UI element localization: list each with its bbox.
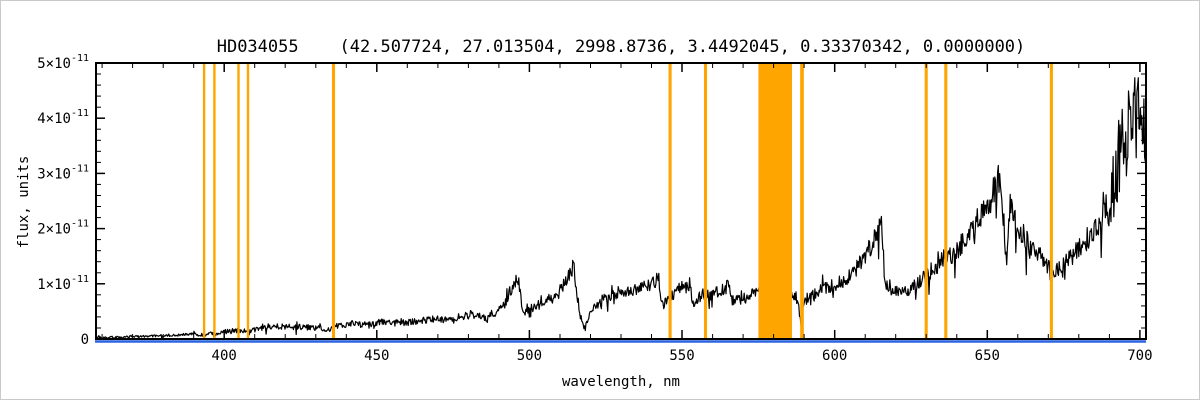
y-tick-label: 2×10-11 xyxy=(37,219,89,238)
y-tick-label: 5×10-11 xyxy=(37,53,89,72)
x-tick-label: 500 xyxy=(517,348,542,364)
y-tick-label: 0 xyxy=(81,332,89,348)
y-tick-labels: 0 1×10-11 2×10-11 3×10-11 4×10-11 5×10-11 xyxy=(37,53,89,348)
spectrum-trace-group xyxy=(96,77,1146,339)
x-tick-label: 650 xyxy=(975,348,1000,364)
x-tick-label: 400 xyxy=(212,348,237,364)
y-tick-label: 3×10-11 xyxy=(37,163,89,182)
x-tick-label: 700 xyxy=(1127,348,1152,364)
x-tick-label: 550 xyxy=(669,348,694,364)
marker-band xyxy=(758,63,792,339)
x-tick-label: 600 xyxy=(822,348,847,364)
axes-frame-group xyxy=(95,62,1147,340)
x-tick-labels: 400 450 500 550 600 650 700 xyxy=(212,348,1153,364)
plot-title: HD034055 (42.507724, 27.013504, 2998.873… xyxy=(216,37,1026,57)
spectrum-trace xyxy=(96,77,1146,339)
x-tick-label: 450 xyxy=(364,348,389,364)
y-tick-label: 4×10-11 xyxy=(37,108,89,127)
plot-frame xyxy=(95,62,1147,340)
y-tick-label: 1×10-11 xyxy=(37,274,89,293)
x-axis-label: wavelength, nm xyxy=(561,374,680,390)
wavelength-marker-lines xyxy=(202,63,1053,339)
